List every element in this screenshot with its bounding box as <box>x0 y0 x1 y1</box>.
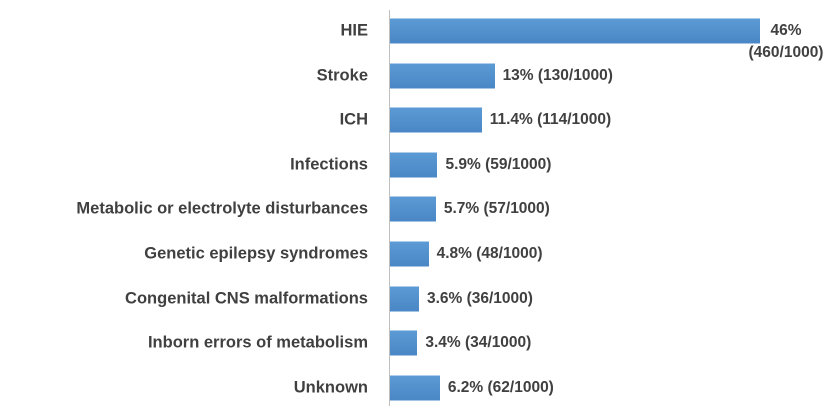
bar <box>390 196 436 222</box>
value-label: 46% (460/1000) <box>748 22 824 61</box>
category-label: HIE <box>340 21 368 40</box>
value-label: 13% (130/1000) <box>502 66 613 84</box>
value-label: 3.6% (36/1000) <box>426 289 533 307</box>
bar <box>390 286 419 312</box>
value-label: 3.4% (34/1000) <box>425 334 532 352</box>
bar <box>390 241 429 267</box>
value-label: 5.7% (57/1000) <box>443 200 550 218</box>
value-label: 6.2% (62/1000) <box>447 378 554 396</box>
category-label: Stroke <box>316 66 368 85</box>
category-label: Infections <box>290 155 368 174</box>
bar <box>390 152 438 178</box>
value-label: 5.9% (59/1000) <box>445 155 552 173</box>
value-label: 11.4% (114/1000) <box>489 111 612 129</box>
category-label: Congenital CNS malformations <box>125 289 368 308</box>
category-label: ICH <box>339 110 368 129</box>
category-label: Unknown <box>293 378 368 397</box>
category-label: Inborn errors of metabolism <box>147 333 368 352</box>
bar <box>390 107 482 133</box>
bar <box>390 330 418 356</box>
bar <box>390 18 760 44</box>
bar <box>390 63 495 89</box>
axis-line <box>389 10 390 406</box>
bar <box>390 375 440 401</box>
value-label: 4.8% (48/1000) <box>436 245 543 262</box>
category-label: Metabolic or electrolyte disturbances <box>76 199 368 218</box>
category-label: Genetic epilepsy syndromes <box>144 244 368 263</box>
